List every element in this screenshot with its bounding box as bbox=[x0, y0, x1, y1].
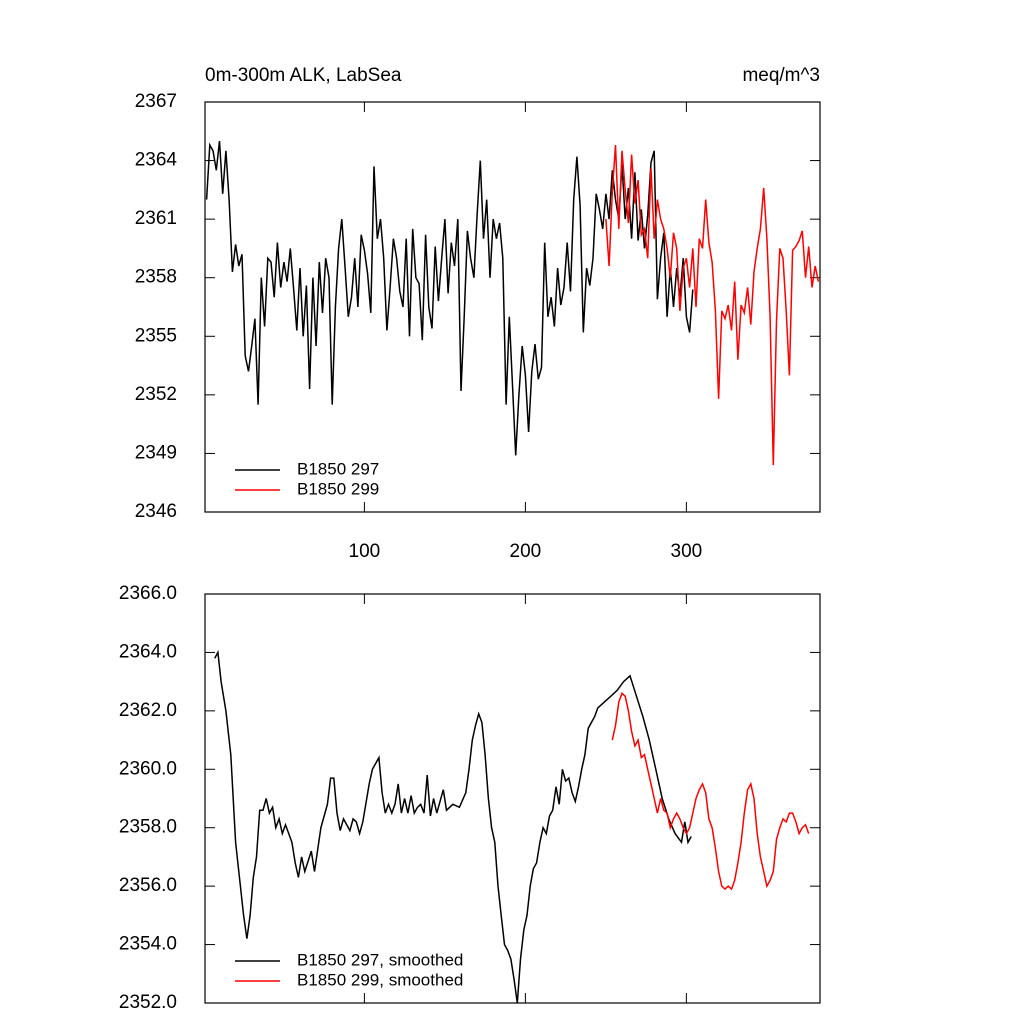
y-tick-label: 2352.0 bbox=[119, 992, 177, 1013]
y-tick-label: 2358 bbox=[135, 267, 177, 288]
plot-frame bbox=[204, 101, 821, 513]
y-tick-label: 2361 bbox=[135, 208, 177, 229]
series-line bbox=[605, 144, 820, 466]
legend-label: B1850 299 bbox=[297, 479, 379, 498]
y-tick-label: 2364.0 bbox=[119, 641, 177, 662]
y-tick-label: 2355 bbox=[135, 325, 177, 346]
y-tick-label: 2346 bbox=[135, 501, 177, 522]
series-line bbox=[205, 140, 694, 456]
y-tick-label: 2354.0 bbox=[119, 934, 177, 955]
x-tick-label: 200 bbox=[510, 541, 542, 562]
series-line bbox=[611, 691, 810, 891]
legend-label: B1850 299, smoothed bbox=[297, 970, 463, 989]
y-tick-label: 2349 bbox=[135, 442, 177, 463]
y-tick-label: 2358.0 bbox=[119, 817, 177, 838]
y-tick-label: 2362.0 bbox=[119, 700, 177, 721]
y-tick-label: 2364 bbox=[135, 150, 178, 171]
y-tick-label: 2352 bbox=[135, 384, 177, 405]
x-tick-label: 100 bbox=[349, 541, 381, 562]
series-line bbox=[214, 649, 692, 1004]
legend-label: B1850 297 bbox=[297, 459, 379, 478]
chart-title: 0m-300m ALK, LabSea bbox=[205, 65, 402, 86]
plot-frame bbox=[204, 593, 821, 1004]
y-tick-label: 2356.0 bbox=[119, 875, 177, 896]
y-tick-label: 2366.0 bbox=[119, 583, 177, 604]
units-label: meq/m^3 bbox=[742, 65, 820, 86]
x-tick-label: 300 bbox=[671, 541, 703, 562]
legend-label: B1850 297, smoothed bbox=[297, 950, 463, 969]
y-tick-label: 2360.0 bbox=[119, 758, 177, 779]
y-tick-label: 2367 bbox=[135, 91, 177, 112]
